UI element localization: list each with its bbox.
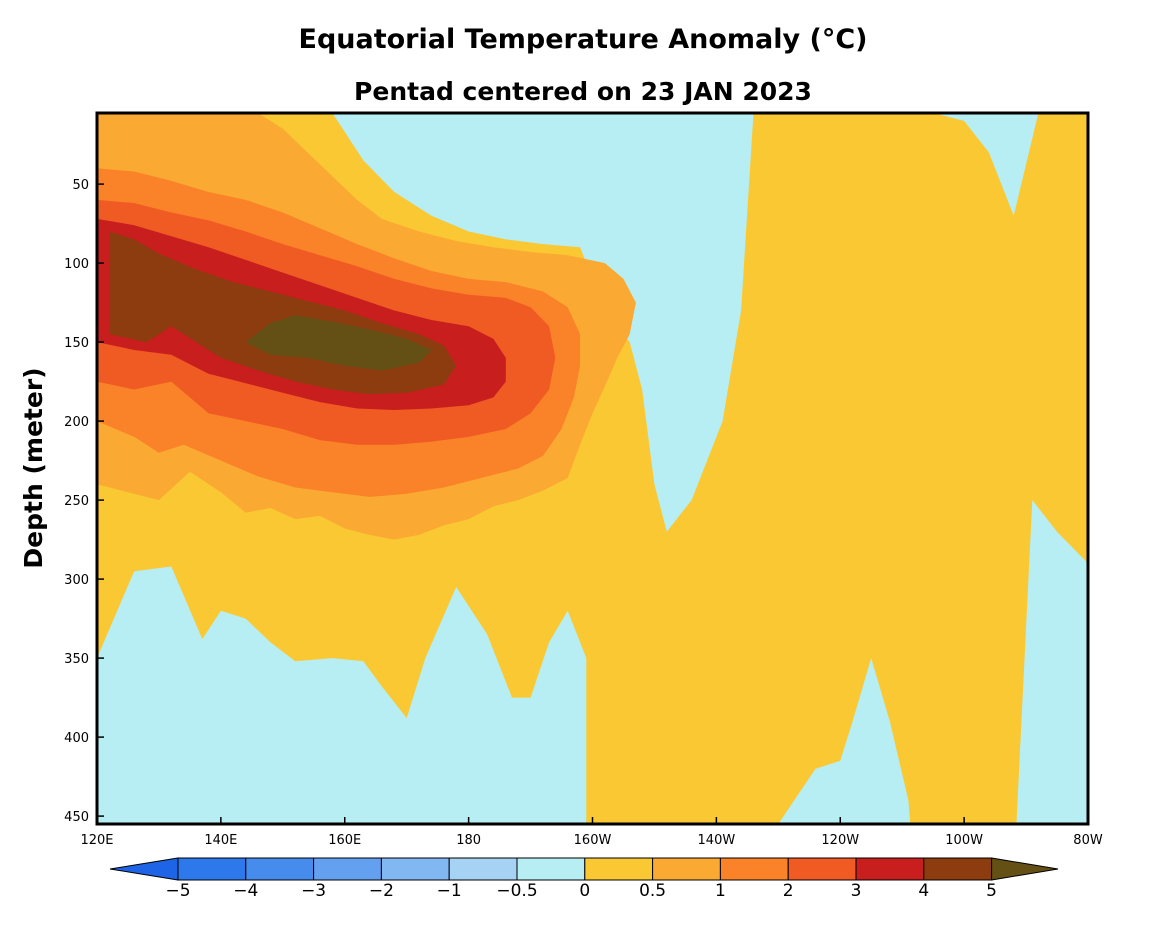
colorbar-label: −5 [165, 881, 190, 901]
colorbar-segment [516, 857, 586, 881]
colorbar: −5 −4 −3 −2 −1 −0.5 0 0.5 1 2 3 4 5 [109, 857, 1059, 901]
y-axis-label: Depth (meter) [19, 367, 48, 568]
y-tick-label: 50 [72, 178, 89, 193]
colorbar-label: 0.5 [639, 881, 666, 901]
colorbar-label: 1 [715, 881, 726, 901]
x-tick-label: 80W [1073, 833, 1103, 848]
contour-layers [97, 113, 1088, 824]
x-tick-label: 180 [456, 833, 481, 848]
y-tick-label: 350 [64, 652, 89, 667]
colorbar-label: −0.5 [496, 881, 537, 901]
x-tick-label: 120W [821, 833, 859, 848]
colorbar-segment [380, 857, 450, 881]
colorbar-label: −2 [369, 881, 394, 901]
y-tick-label: 150 [64, 336, 89, 351]
x-tick-label: 120E [80, 833, 113, 848]
chart-title: Equatorial Temperature Anomaly (°C) [299, 24, 868, 55]
colorbar-label: 5 [986, 881, 997, 901]
colorbar-label: 3 [851, 881, 862, 901]
colorbar-label: 0 [579, 881, 590, 901]
x-tick-label: 140E [204, 833, 237, 848]
colorbar-label: −1 [437, 881, 462, 901]
y-tick-label: 100 [64, 257, 89, 272]
y-tick-label: 450 [64, 810, 89, 825]
x-tick-label: 140W [698, 833, 736, 848]
colorbar-segment [448, 857, 518, 881]
x-tick-label: 160W [574, 833, 612, 848]
y-tick-label: 250 [64, 494, 89, 509]
colorbar-arrow-left [109, 857, 179, 881]
colorbar-segment [584, 857, 654, 881]
y-tick-label: 200 [64, 415, 89, 430]
colorbar-arrow-right [991, 857, 1059, 881]
y-axis-ticks: 50 100 150 200 250 300 350 400 450 [64, 178, 104, 825]
chart-subtitle: Pentad centered on 23 JAN 2023 [354, 77, 812, 106]
colorbar-label: 4 [918, 881, 929, 901]
colorbar-segment [719, 857, 789, 881]
x-axis-ticks: 120E 140E 160E 180 160W 140W 120W 100W 80W [80, 817, 1103, 848]
y-tick-label: 300 [64, 573, 89, 588]
x-tick-label: 160E [328, 833, 361, 848]
colorbar-segment [177, 857, 247, 881]
colorbar-segment [855, 857, 925, 881]
colorbar-segment [313, 857, 382, 881]
colorbar-segment [245, 857, 315, 881]
colorbar-label: 2 [783, 881, 794, 901]
colorbar-segment [787, 857, 857, 881]
colorbar-label: −3 [301, 881, 326, 901]
colorbar-segment [652, 857, 721, 881]
colorbar-label: −4 [233, 881, 258, 901]
y-tick-label: 400 [64, 731, 89, 746]
contour-5 [245, 315, 432, 371]
x-tick-label: 100W [945, 833, 983, 848]
colorbar-segment [923, 857, 993, 881]
